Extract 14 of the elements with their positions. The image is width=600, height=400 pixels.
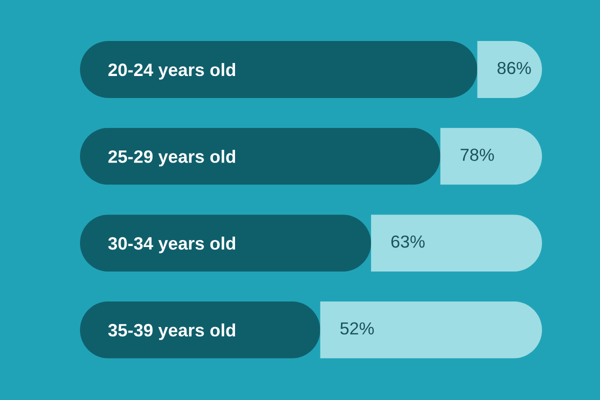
y-tick-label: 30-34 years old <box>108 236 236 254</box>
data-label: 78% <box>460 148 494 161</box>
bar <box>320 301 542 358</box>
y-tick-label: 20-24 years old <box>108 63 236 80</box>
data-label: 63% <box>391 235 425 248</box>
y-tick-label: 35-39 years old <box>108 323 236 340</box>
bar <box>80 41 478 98</box>
data-label: 52% <box>340 322 374 335</box>
bar <box>80 128 440 185</box>
data-label: 86% <box>498 62 531 74</box>
y-tick-label: 25-29 years old <box>108 150 236 166</box>
bar <box>80 214 372 272</box>
bar <box>440 128 542 185</box>
bar <box>371 214 542 272</box>
